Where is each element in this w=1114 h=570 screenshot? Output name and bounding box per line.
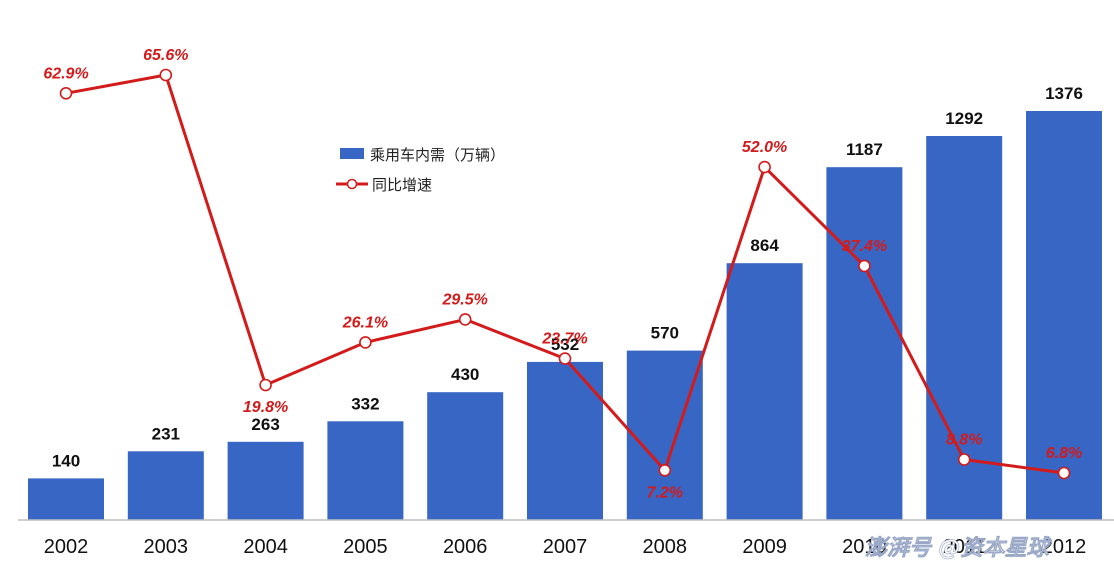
growth-point-2008 xyxy=(658,463,672,477)
bar-value-labels: 140 231 263 332 430 532 570 864 1187 1292 1376 xyxy=(52,84,1083,470)
bar-2002 xyxy=(28,478,104,520)
legend-bar-label: 乘用车内需（万辆） xyxy=(370,146,505,164)
growth-value-labels: 62.9% 65.6% 19.8% 26.1% 29.5% 23.7% 7.2% 52.0% 3… xyxy=(43,47,1082,501)
growth-label-2010: 37.4% xyxy=(842,238,887,255)
x-tick-2008: 2008 xyxy=(643,536,688,558)
x-tick-2009: 2009 xyxy=(742,536,787,558)
bar-2007 xyxy=(527,361,603,520)
growth-point-2011 xyxy=(957,453,971,466)
x-tick-2004: 2004 xyxy=(243,536,288,558)
bar-2004 xyxy=(227,441,304,520)
x-tick-2006: 2006 xyxy=(443,536,488,558)
growth-point-2007 xyxy=(558,352,572,365)
bar-series xyxy=(28,111,1102,520)
bar-2006 xyxy=(427,392,504,520)
legend-line-label: 同比增速 xyxy=(372,176,432,194)
x-tick-2003: 2003 xyxy=(144,536,189,558)
bar-value-label-2007: 532 xyxy=(551,335,579,354)
growth-point-2004 xyxy=(259,378,272,392)
bar-value-label-2012: 1376 xyxy=(1045,84,1083,103)
x-tick-2002: 2002 xyxy=(44,536,89,558)
growth-point-2002 xyxy=(59,87,73,100)
bar-value-label-2008: 570 xyxy=(651,324,679,343)
growth-point-2003 xyxy=(159,68,173,82)
bar-2009 xyxy=(726,263,803,520)
x-tick-2005: 2005 xyxy=(343,536,388,558)
growth-point-2005 xyxy=(359,336,372,349)
x-axis-ticks: 2002 2003 2004 2005 2006 2007 2008 2009 2010 2011… xyxy=(44,536,1087,558)
growth-point-2006 xyxy=(458,313,472,326)
growth-label-2011: 8.8% xyxy=(946,432,982,449)
growth-label-2009: 52.0% xyxy=(742,139,787,156)
bar-value-label-2002: 140 xyxy=(52,451,80,470)
bar-value-label-2011: 1292 xyxy=(945,109,983,128)
bar-2010 xyxy=(826,167,903,520)
growth-line-series xyxy=(59,68,1071,480)
growth-point-2010 xyxy=(858,259,871,273)
growth-point-2009 xyxy=(758,160,771,174)
bar-2003 xyxy=(127,451,204,520)
legend: 乘用车内需（万辆） 同比增速 xyxy=(336,146,505,194)
bar-2012 xyxy=(1026,111,1102,520)
bar-value-label-2004: 263 xyxy=(251,415,279,434)
growth-label-2004: 19.8% xyxy=(243,399,288,416)
legend-bar-swatch xyxy=(340,148,364,159)
bar-value-label-2009: 864 xyxy=(750,236,779,255)
growth-label-2012: 6.8% xyxy=(1046,445,1082,462)
x-tick-2012: 2012 xyxy=(1042,536,1087,558)
growth-label-2003: 65.6% xyxy=(143,47,188,64)
x-tick-2010: 2010 xyxy=(842,536,887,558)
bar-2008 xyxy=(626,350,703,520)
watermark: 澎湃号 @资本星球 xyxy=(865,536,1053,561)
growth-label-2005: 26.1% xyxy=(342,314,388,331)
growth-label-2002: 62.9% xyxy=(43,65,88,82)
growth-label-2007: 23.7% xyxy=(541,331,587,348)
bar-value-label-2005: 332 xyxy=(351,394,379,413)
growth-label-2006: 29.5% xyxy=(442,291,488,308)
bar-2005 xyxy=(327,421,404,520)
growth-point-2012 xyxy=(1057,466,1071,480)
bar-value-label-2006: 430 xyxy=(451,365,479,384)
x-tick-2011: 2011 xyxy=(943,536,986,558)
x-tick-2007: 2007 xyxy=(543,536,588,558)
bar-value-label-2003: 231 xyxy=(152,424,180,443)
legend-line-marker xyxy=(346,178,358,190)
bar-value-label-2010: 1187 xyxy=(846,140,883,159)
growth-label-2008: 7.2% xyxy=(647,484,683,501)
